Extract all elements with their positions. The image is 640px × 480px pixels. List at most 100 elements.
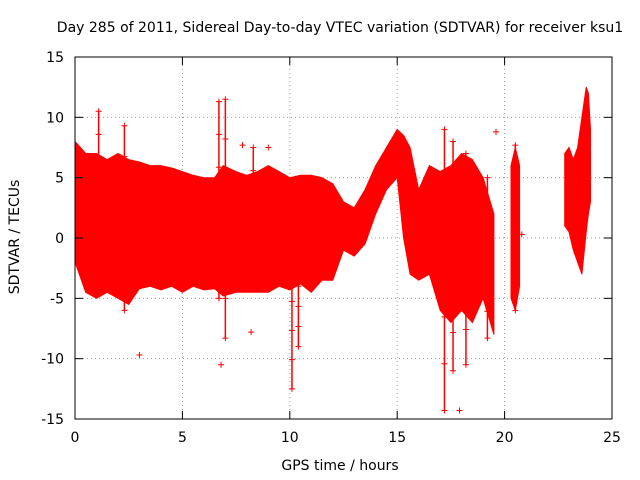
- spike-point: [450, 253, 457, 260]
- spike-point: [295, 243, 302, 250]
- spike-point: [512, 169, 519, 176]
- spike-point: [288, 269, 295, 276]
- spike-point: [121, 307, 128, 314]
- spike-point: [215, 262, 222, 269]
- spike-point: [450, 138, 457, 145]
- spike-point: [450, 367, 457, 374]
- outlier-point: [218, 361, 225, 368]
- outlier-point: [239, 142, 246, 149]
- spike-point: [441, 126, 448, 133]
- spike-point: [512, 142, 519, 149]
- spike-point: [512, 197, 519, 204]
- outlier-point: [265, 144, 272, 151]
- spike-point: [484, 308, 491, 315]
- spike-point: [462, 220, 469, 227]
- spike-point: [250, 190, 257, 197]
- spike-point: [121, 153, 128, 160]
- spike-point: [441, 313, 448, 320]
- spike-point: [95, 177, 102, 184]
- spike-point: [95, 108, 102, 115]
- spike-point: [250, 237, 257, 244]
- spike-point: [462, 291, 469, 298]
- spike-point: [250, 144, 257, 151]
- spike-point: [512, 279, 519, 286]
- spike-point: [288, 240, 295, 247]
- spike-point: [215, 295, 222, 302]
- spike-point: [450, 291, 457, 298]
- spike-point: [215, 131, 222, 138]
- spike-point: [121, 184, 128, 191]
- spike-point: [295, 343, 302, 350]
- spike-point: [95, 154, 102, 161]
- spike-point: [441, 407, 448, 414]
- spike-point: [441, 360, 448, 367]
- spike-point: [484, 281, 491, 288]
- spike-point: [95, 200, 102, 207]
- spike-point: [250, 260, 257, 267]
- spike-point: [288, 327, 295, 334]
- spike-point: [288, 356, 295, 363]
- spike-point: [450, 329, 457, 336]
- axis-ticks: 0 5 10 15 20 25 -15 -10 -5 0 5 10 15: [41, 50, 621, 446]
- spike-point: [222, 295, 229, 302]
- x-tick-label: 5: [178, 430, 187, 446]
- y-tick-label: 0: [55, 231, 64, 247]
- spike-point: [95, 131, 102, 138]
- spike-point: [462, 185, 469, 192]
- spike-point: [222, 255, 229, 262]
- data-band-main: [74, 128, 495, 335]
- spike-point: [222, 136, 229, 143]
- spike-point: [250, 167, 257, 174]
- spike-point: [462, 150, 469, 157]
- x-tick-label: 25: [603, 430, 621, 446]
- spike-point: [462, 326, 469, 333]
- data-band-segment-3: [564, 87, 591, 275]
- outlier-point: [136, 352, 143, 359]
- spike-point: [250, 213, 257, 220]
- chart-title: Day 285 of 2011, Sidereal Day-to-day VTE…: [57, 20, 623, 36]
- spike-point: [215, 229, 222, 236]
- spike-point: [441, 220, 448, 227]
- spike-point: [441, 173, 448, 180]
- spike-point: [484, 228, 491, 235]
- spike-point: [512, 307, 519, 314]
- data-series: [74, 87, 591, 414]
- spike-point: [450, 176, 457, 183]
- spike-point: [295, 283, 302, 290]
- y-tick-label: 5: [55, 171, 64, 187]
- spike-point: [462, 256, 469, 263]
- spike-point: [295, 323, 302, 330]
- y-axis-label: SDTVAR / TECUs: [7, 180, 23, 295]
- spike-point: [288, 210, 295, 217]
- outlier-point: [493, 128, 500, 135]
- outlier-point: [518, 231, 525, 238]
- spike-point: [250, 283, 257, 290]
- spike-point: [484, 174, 491, 181]
- spike-point: [295, 303, 302, 310]
- x-tick-label: 15: [388, 430, 406, 446]
- y-tick-label: -15: [41, 412, 64, 428]
- spike-point: [222, 96, 229, 103]
- spike-point: [512, 252, 519, 259]
- outlier-point: [456, 407, 463, 414]
- x-tick-label: 0: [71, 430, 80, 446]
- spike-point: [95, 223, 102, 230]
- spike-point: [121, 276, 128, 283]
- spike-point: [288, 385, 295, 392]
- x-tick-label: 20: [496, 430, 514, 446]
- x-axis-label: GPS time / hours: [281, 458, 398, 474]
- outlier-point: [248, 329, 255, 336]
- spike-point: [121, 245, 128, 252]
- y-tick-label: -10: [41, 352, 64, 368]
- spike-point: [484, 201, 491, 208]
- spike-point: [484, 254, 491, 261]
- spike-point: [462, 361, 469, 368]
- spike-point: [512, 224, 519, 231]
- spike-point: [121, 122, 128, 129]
- spike-point: [95, 247, 102, 254]
- spike-point: [441, 266, 448, 273]
- spike-point: [450, 214, 457, 221]
- spike-point: [121, 215, 128, 222]
- y-tick-label: 10: [46, 110, 64, 126]
